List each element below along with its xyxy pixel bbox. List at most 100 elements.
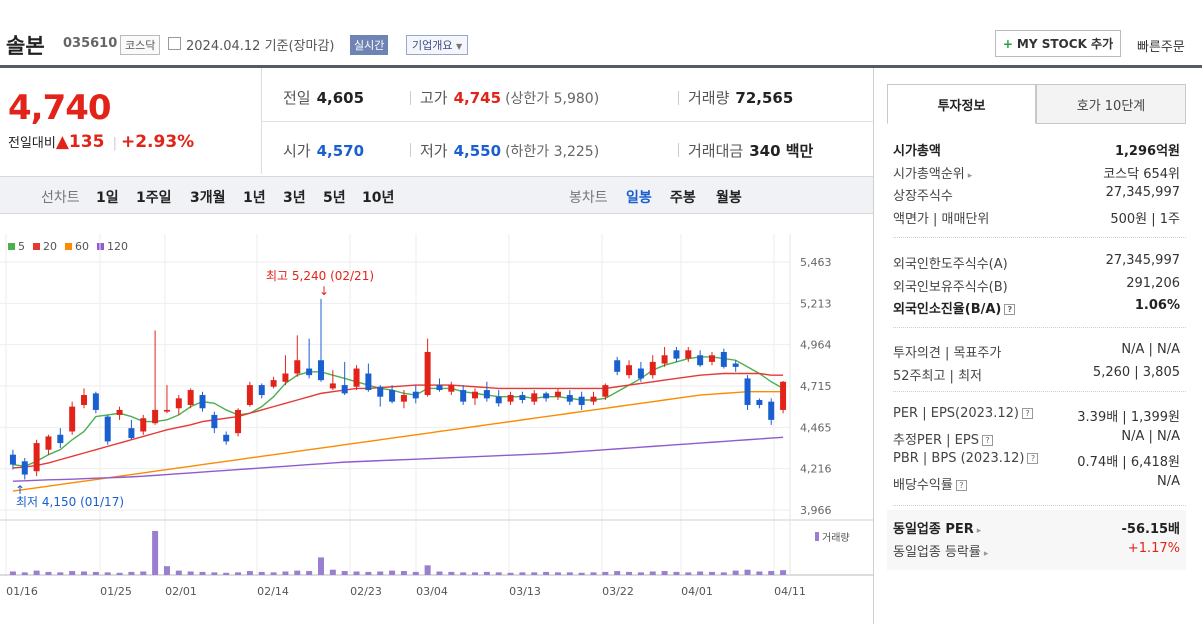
legend-label: 5 xyxy=(18,240,25,253)
row-divider xyxy=(893,237,1186,238)
company-info-label: 기업개요 xyxy=(412,39,453,52)
info-value: 코스닥 654위 xyxy=(1103,166,1180,182)
help-icon[interactable]: ? xyxy=(1027,453,1039,464)
legend-swatch xyxy=(65,243,72,250)
volume-bar xyxy=(661,571,668,575)
low-price: 저가 4,550 (하한가 3,225) xyxy=(420,140,599,161)
x-tick-label: 01/25 xyxy=(100,585,132,598)
row-divider xyxy=(893,327,1186,328)
candle-body xyxy=(543,393,550,399)
volume-bar xyxy=(602,571,609,575)
volume-bar xyxy=(175,570,182,575)
candle-body xyxy=(614,360,621,372)
period-3y[interactable]: 3년 xyxy=(283,190,306,206)
volume-bar xyxy=(128,571,135,575)
info-row: 투자의견 | 목표주가 N/A | N/A xyxy=(893,342,1180,361)
info-row: 상장주식수 27,345,997 xyxy=(893,185,1180,204)
add-mystock-button[interactable]: + MY STOCK 추가 xyxy=(995,30,1121,57)
candle-body xyxy=(708,355,715,362)
open-price: 시가 4,570 xyxy=(283,140,364,161)
y-tick-label: 4,715 xyxy=(800,380,832,393)
low-label: 저가 xyxy=(420,142,448,160)
period-1d[interactable]: 1일 xyxy=(96,190,119,206)
summary-divider xyxy=(262,121,873,122)
change-label: 전일대비 xyxy=(8,136,56,151)
volume-bar xyxy=(116,572,123,575)
divider: | xyxy=(112,136,117,151)
volume-bar xyxy=(306,571,313,575)
help-icon[interactable]: ? xyxy=(1021,408,1033,419)
candle-body xyxy=(448,385,455,392)
candle-body xyxy=(744,378,751,405)
period-weekly[interactable]: 주봉 xyxy=(670,190,696,206)
tab-orderbook[interactable]: 호가 10단계 xyxy=(1036,84,1186,124)
company-info-dropdown[interactable]: 기업개요 ▼ xyxy=(406,35,469,55)
candle-body xyxy=(199,395,206,409)
price-box xyxy=(0,68,262,174)
volume-bar xyxy=(45,571,52,575)
volume-bar xyxy=(235,572,242,575)
chevron-right-icon[interactable]: ▸ xyxy=(983,548,989,559)
candle-body xyxy=(531,393,538,402)
high-annotation: 최고 5,240 (02/21) xyxy=(266,269,374,283)
candle-body xyxy=(128,428,135,439)
info-label: 외국인보유주식수(B) xyxy=(893,279,1008,295)
period-monthly[interactable]: 월봉 xyxy=(716,190,742,206)
x-tick-label: 02/01 xyxy=(165,585,197,598)
info-label: 배당수익률? xyxy=(893,474,967,493)
info-row: 시가총액순위 ▸ 코스닥 654위 xyxy=(893,163,1180,182)
info-label: 시가총액 xyxy=(893,144,941,159)
candle-body xyxy=(294,360,301,374)
prev-label: 전일 xyxy=(283,89,311,107)
chevron-right-icon[interactable]: ▸ xyxy=(967,170,973,181)
info-row: 액면가 | 매매단위 500원 | 1주 xyxy=(893,208,1180,227)
candle-body xyxy=(578,396,585,405)
volume-bar xyxy=(649,571,656,575)
period-daily[interactable]: 일봉 xyxy=(626,190,652,206)
quick-order-button[interactable]: 빠른주문 xyxy=(1137,36,1185,55)
period-1y[interactable]: 1년 xyxy=(243,190,266,206)
volume-bar xyxy=(424,565,431,575)
price-change: 전일대비▲135 | +2.93% xyxy=(8,132,194,152)
volume-bar xyxy=(223,572,230,575)
volume-bar xyxy=(9,571,16,575)
tab-invest-info[interactable]: 투자정보 xyxy=(887,84,1036,124)
info-label: PER | EPS(2023.12)? xyxy=(893,406,1033,425)
period-5y[interactable]: 5년 xyxy=(323,190,346,206)
period-1w[interactable]: 1주일 xyxy=(136,190,172,206)
period-10y[interactable]: 10년 xyxy=(362,190,395,206)
chevron-right-icon[interactable]: ▸ xyxy=(976,526,982,536)
info-value: 27,345,997 xyxy=(1105,253,1180,268)
info-row: 외국인보유주식수(B) 291,206 xyxy=(893,276,1180,295)
candle-body xyxy=(389,390,396,402)
candle-body xyxy=(116,409,123,415)
row-divider xyxy=(893,391,1186,392)
y-tick-label: 4,465 xyxy=(800,421,832,434)
amount-value: 340 백만 xyxy=(749,142,814,160)
info-row: 시가총액 1,296억원 xyxy=(893,140,1180,159)
x-tick-label: 01/16 xyxy=(6,585,38,598)
help-icon[interactable]: ? xyxy=(1004,304,1016,315)
help-icon[interactable]: ? xyxy=(955,479,967,491)
volume-bar xyxy=(389,570,396,575)
help-icon[interactable]: ? xyxy=(981,434,993,446)
volume-bar xyxy=(412,571,419,575)
volume-bar xyxy=(258,571,265,575)
candle-body xyxy=(377,386,384,397)
period-3m[interactable]: 3개월 xyxy=(190,190,226,206)
lower-limit: (하한가 3,225) xyxy=(505,144,600,160)
candle-body xyxy=(685,350,692,359)
volume-label: 거래량 xyxy=(688,89,730,107)
info-label: 시가총액순위 ▸ xyxy=(893,166,973,182)
info-row: 외국인소진율(B/A)? 1.06% xyxy=(893,298,1180,317)
info-value: N/A | N/A xyxy=(1121,342,1180,357)
period-bar xyxy=(0,176,873,214)
open-value: 4,570 xyxy=(316,142,365,160)
info-value: -56.15배 xyxy=(1121,522,1180,537)
info-row: 외국인한도주식수(A) 27,345,997 xyxy=(893,253,1180,272)
price-chart[interactable]: 5,463 5,213 4,964 4,715 4,465 4,216 3,966 01/16… xyxy=(0,214,873,624)
info-row: PER | EPS(2023.12)? 3.39배 | 1,399원 xyxy=(893,406,1180,425)
candle-body xyxy=(140,418,147,432)
y-tick-label: 4,964 xyxy=(800,339,832,352)
realtime-badge[interactable]: 실시간 xyxy=(350,35,389,55)
